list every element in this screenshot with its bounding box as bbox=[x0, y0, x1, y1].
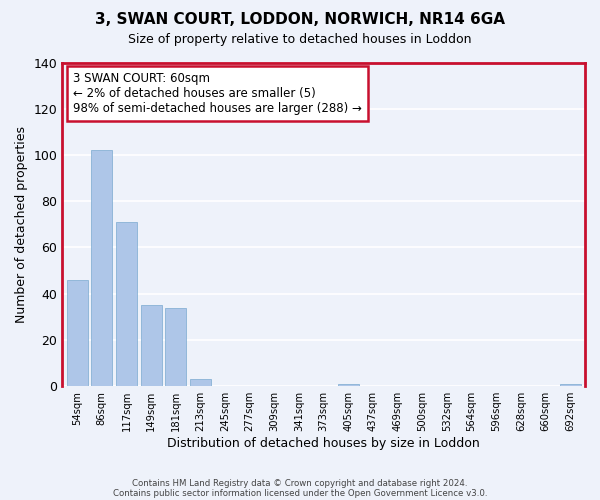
Text: 3, SWAN COURT, LODDON, NORWICH, NR14 6GA: 3, SWAN COURT, LODDON, NORWICH, NR14 6GA bbox=[95, 12, 505, 28]
Bar bbox=[140, 306, 161, 386]
Bar bbox=[560, 384, 581, 386]
Bar bbox=[91, 150, 112, 386]
Text: Size of property relative to detached houses in Loddon: Size of property relative to detached ho… bbox=[128, 32, 472, 46]
Text: Contains HM Land Registry data © Crown copyright and database right 2024.: Contains HM Land Registry data © Crown c… bbox=[132, 478, 468, 488]
X-axis label: Distribution of detached houses by size in Loddon: Distribution of detached houses by size … bbox=[167, 437, 480, 450]
Y-axis label: Number of detached properties: Number of detached properties bbox=[15, 126, 28, 323]
Bar bbox=[338, 384, 359, 386]
Text: Contains public sector information licensed under the Open Government Licence v3: Contains public sector information licen… bbox=[113, 488, 487, 498]
Text: 3 SWAN COURT: 60sqm
← 2% of detached houses are smaller (5)
98% of semi-detached: 3 SWAN COURT: 60sqm ← 2% of detached hou… bbox=[73, 72, 362, 115]
Bar bbox=[165, 308, 186, 386]
Bar bbox=[190, 380, 211, 386]
Bar bbox=[67, 280, 88, 386]
Bar bbox=[116, 222, 137, 386]
